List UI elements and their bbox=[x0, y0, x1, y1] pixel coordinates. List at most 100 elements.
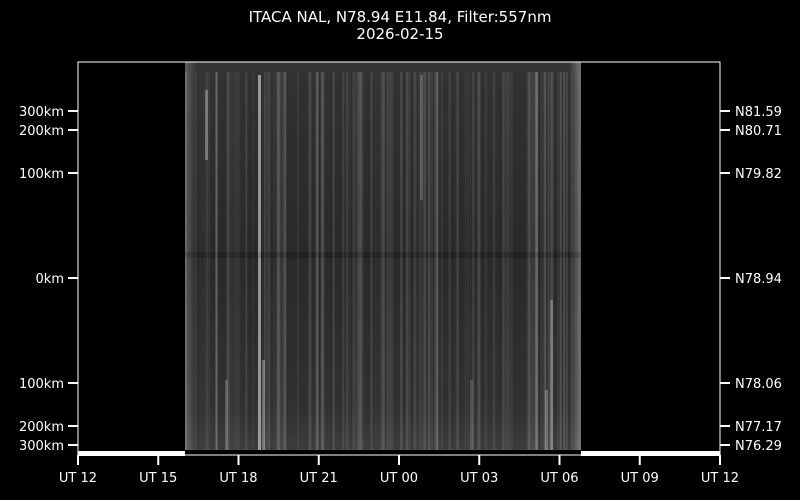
keogram-streak bbox=[469, 72, 472, 450]
y-left-tick-label: 0km bbox=[36, 272, 64, 287]
keogram-streak bbox=[535, 72, 538, 450]
y-right-tick-label: N79.82 bbox=[735, 167, 782, 182]
keogram-streak bbox=[284, 72, 287, 450]
keogram-streak bbox=[530, 72, 534, 450]
keogram-streak bbox=[536, 72, 538, 450]
keogram-streak bbox=[532, 72, 534, 450]
keogram-streak bbox=[529, 72, 531, 450]
x-tick-label: UT 15 bbox=[139, 471, 177, 486]
keogram-streak bbox=[386, 72, 388, 450]
keogram-streak bbox=[315, 72, 318, 450]
keogram-streak bbox=[418, 72, 422, 450]
keogram-streak bbox=[455, 72, 459, 450]
keogram-streak bbox=[263, 72, 266, 450]
y-right-tick-label: N77.17 bbox=[735, 420, 782, 435]
x-tick-label: UT 21 bbox=[300, 471, 338, 486]
keogram-streak bbox=[189, 72, 191, 450]
keogram-streak bbox=[346, 72, 349, 450]
keogram-streak bbox=[278, 72, 281, 450]
aurora-streak bbox=[205, 90, 208, 160]
keogram-streak bbox=[550, 72, 554, 450]
keogram-streak bbox=[408, 72, 411, 450]
keogram-streak bbox=[237, 72, 241, 450]
x-tick-label: UT 12 bbox=[701, 471, 739, 486]
keogram-streak bbox=[228, 72, 230, 450]
keogram-streak bbox=[406, 72, 409, 450]
keogram-streak bbox=[560, 72, 562, 450]
keogram-streak bbox=[472, 72, 474, 450]
keogram-streak bbox=[571, 72, 573, 450]
keogram-streak bbox=[215, 72, 219, 450]
keogram-streak bbox=[370, 72, 373, 450]
y-right-tick-label: N76.29 bbox=[735, 439, 782, 454]
keogram-streak bbox=[535, 72, 539, 450]
keogram-streak bbox=[388, 72, 391, 450]
keogram-streak bbox=[215, 72, 218, 450]
keogram-streak bbox=[332, 72, 336, 450]
keogram-streak bbox=[541, 72, 545, 450]
keogram-streak bbox=[437, 72, 439, 450]
keogram-streak bbox=[231, 72, 233, 450]
keogram-streak bbox=[265, 72, 267, 450]
keogram-streak bbox=[349, 72, 350, 450]
keogram-streak bbox=[559, 72, 561, 450]
keogram-streak bbox=[510, 72, 513, 450]
keogram-streak bbox=[387, 72, 389, 450]
keogram-streak bbox=[448, 72, 451, 450]
no-data-segment bbox=[78, 451, 185, 456]
keogram-streak bbox=[315, 72, 319, 450]
keogram-streak bbox=[504, 72, 507, 450]
aurora-streak bbox=[545, 390, 548, 450]
y-left-tick-label: 200km bbox=[19, 124, 64, 139]
keogram-streak bbox=[380, 72, 384, 450]
x-axis: UT 12 UT 15 UT 18 UT 21 UT 00 UT 03 UT 06 UT 09… bbox=[59, 455, 739, 486]
keogram-streak bbox=[357, 72, 361, 450]
keogram-streak bbox=[279, 72, 281, 450]
aurora-streak bbox=[420, 75, 423, 200]
x-tick-label: UT 06 bbox=[540, 471, 578, 486]
keogram-streak bbox=[540, 72, 542, 450]
data-coverage-bar bbox=[78, 451, 720, 456]
y-right-tick-label: N80.71 bbox=[735, 124, 782, 139]
keogram-streak bbox=[316, 72, 319, 450]
keogram-streak bbox=[472, 72, 475, 450]
keogram-streak bbox=[277, 72, 280, 450]
keogram-streak bbox=[342, 72, 344, 450]
keogram-streak bbox=[308, 72, 312, 450]
keogram-streak bbox=[508, 72, 511, 450]
keogram-streak bbox=[268, 72, 271, 450]
keogram-streak bbox=[195, 72, 198, 450]
y-axis-left: 300km 200km 100km 0km 100km 200km 300km bbox=[19, 105, 78, 454]
y-left-tick-label: 300km bbox=[19, 439, 64, 454]
keogram-streak bbox=[424, 72, 426, 450]
keogram-streak bbox=[199, 72, 201, 450]
keogram-streak bbox=[427, 72, 431, 450]
keogram-streak bbox=[427, 72, 430, 450]
keogram-streak bbox=[203, 72, 205, 450]
keogram-streak bbox=[283, 72, 287, 450]
keogram-streak bbox=[405, 72, 409, 450]
keogram-streak bbox=[391, 72, 394, 450]
y-right-tick-label: N78.94 bbox=[735, 272, 782, 287]
y-right-tick-label: N78.06 bbox=[735, 377, 782, 392]
keogram-streak bbox=[506, 72, 509, 450]
x-tick-label: UT 09 bbox=[621, 471, 659, 486]
data-segment bbox=[185, 451, 581, 456]
aurora-streak bbox=[258, 75, 261, 450]
aurora-streak bbox=[470, 380, 473, 450]
keogram-streak bbox=[547, 72, 550, 450]
keogram-streak bbox=[320, 72, 324, 450]
keogram-streak bbox=[544, 72, 546, 450]
keogram-streak bbox=[276, 72, 280, 450]
keogram-streak bbox=[309, 72, 310, 450]
keogram-edge-glow bbox=[185, 62, 581, 450]
x-tick-label: UT 12 bbox=[59, 471, 97, 486]
y-left-tick-label: 200km bbox=[19, 420, 64, 435]
keogram-streak bbox=[322, 72, 325, 450]
chart-subtitle: 2026-02-15 bbox=[356, 25, 444, 43]
keogram-streak bbox=[233, 72, 234, 450]
keogram-streak bbox=[375, 72, 377, 450]
keogram-streak bbox=[436, 72, 439, 450]
keogram-streak bbox=[266, 72, 270, 450]
